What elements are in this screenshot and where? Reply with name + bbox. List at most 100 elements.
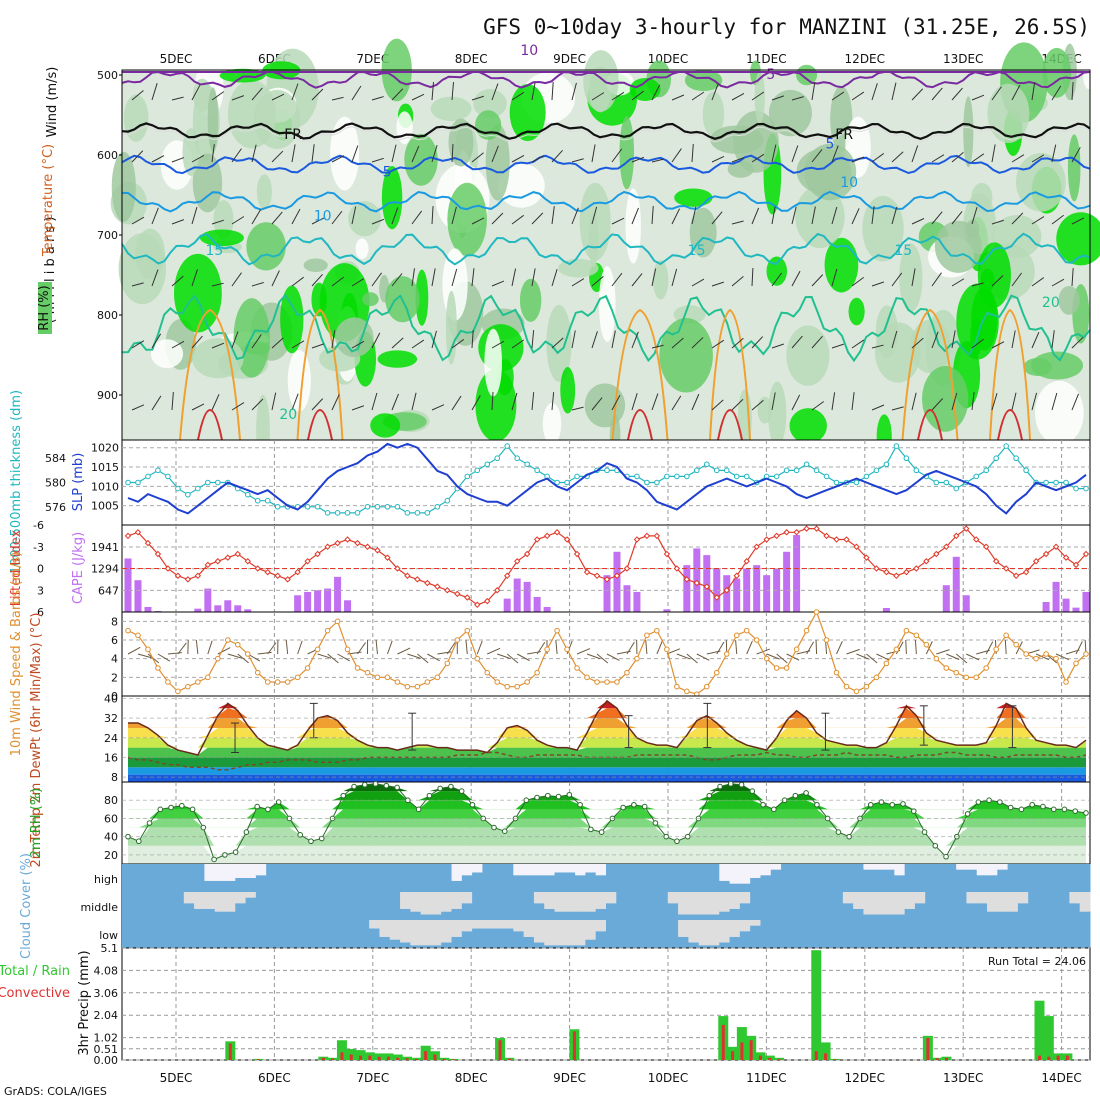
temp-contour-25 [709,308,751,441]
cloud-middle-clear [719,892,731,912]
wind-barb [431,82,435,101]
cloud-high-clear [894,864,906,876]
thickness-line-point [215,479,221,486]
wind-barb [231,402,245,411]
cape-bar [952,556,960,612]
cape-bar [1042,601,1050,612]
cloud-low-bar [194,920,205,948]
cloud-middle-bar [317,892,329,920]
cloud-middle-bar [122,892,133,920]
thickness-line-point [554,479,560,486]
cape-bar [713,568,721,612]
cloud-middle-bar [750,892,761,920]
rh-blob [619,116,635,190]
rh-band [128,809,1086,819]
precip-tick-label: 3.06 [94,987,119,1000]
wind-barb [311,343,325,349]
wind-barb [671,337,684,349]
wind-barb [531,392,535,411]
thickness-tick-label: 580 [45,477,66,490]
wind-barb [195,640,199,655]
wind-barb [691,393,700,411]
cloud-low-bar [698,945,710,948]
wind-barb [1051,330,1055,349]
cloud-low-bar [554,945,566,948]
cloud-low-clear [750,920,761,926]
wind-speed-line-point [1053,655,1059,662]
cloud-low-bar [1079,920,1091,948]
cloud-low-bar [1069,920,1081,948]
cloud-high-bar [904,864,916,892]
wind-barb [606,653,620,661]
lifted-index-point [344,536,351,543]
freezing-contour [121,122,1091,140]
cloud-middle-bar [503,892,514,920]
cloud-low-clear [554,920,566,946]
wind-barb [446,642,456,655]
wind-barb [1031,216,1045,225]
rh-line-point [189,806,196,813]
wind-barb [806,641,814,655]
rh-line-point [1007,804,1014,811]
wind-speed-line-point [554,627,560,634]
cloud-middle-clear [678,892,689,915]
cloud-low-bar [327,920,339,948]
rh-band [128,818,1086,828]
lifted-index-point [1022,568,1030,576]
cloud-low-bar [1059,920,1070,948]
wind-barb [1031,277,1045,287]
wind-barb [251,334,262,349]
cloud-high-bar [781,864,792,892]
cloud-middle-clear [410,892,422,912]
wind-barb [891,151,904,163]
cloud-middle-bar [183,903,195,920]
cloud-high-bar [811,864,823,892]
wind-speed-line-point [205,674,211,681]
wind-barb [231,95,245,101]
lifted-index-point [813,525,820,532]
wind-speed-line-point [783,665,790,671]
cloud-middle-clear [997,892,1009,912]
wind-barb [251,209,262,225]
contour-label: 20 [279,407,297,423]
slp-axis-label: SLP (mb) [71,453,86,512]
wind-barb [411,268,415,287]
wind-barb [1071,336,1084,349]
cloud-middle-bar [801,892,813,920]
cloud-middle-clear [183,892,195,904]
temperature-band [128,774,1086,782]
lifted-index-point [853,543,860,550]
wind-barb [291,340,305,349]
wind-barb [227,653,242,659]
rh-line-point [588,826,594,833]
wind-barb [371,218,385,225]
wind-barb [1011,392,1017,411]
thickness-line-point [1063,479,1069,486]
wind-barb [631,273,643,287]
cloud-high-bar [626,864,638,892]
thickness-line-point [993,455,999,462]
wind-speed-line-point [1073,660,1079,667]
rh-line-point [1040,803,1046,810]
cape-bar [783,551,791,612]
precip-convective-bar [572,1031,576,1060]
cloud-middle-clear [430,892,442,915]
wind-speed-line-point [215,655,221,662]
wind-speed-line-point [893,646,900,653]
rh-blob [598,266,616,342]
lifted-index-point [1062,554,1070,561]
wind-barb [411,339,425,349]
run-total-label: Run Total = 24.06 [988,955,1086,968]
wind-barb [511,91,525,101]
lifted-index-point [903,568,910,576]
wind-barb [596,653,609,664]
lifted-tick-label: 0 [37,563,44,576]
wind-barb [686,653,698,664]
rh-line-point [146,820,153,826]
cloud-high-clear [729,864,741,884]
wind-barb [1051,278,1065,287]
wind-barb [151,207,159,225]
cloud-middle-clear [441,892,453,912]
cloud-middle-bar [956,892,967,920]
cloud-middle-bar [163,892,174,920]
